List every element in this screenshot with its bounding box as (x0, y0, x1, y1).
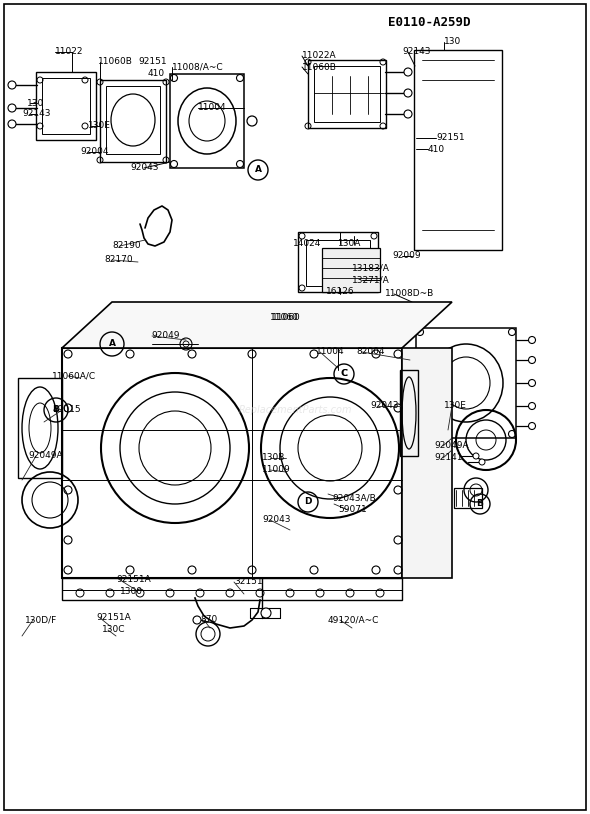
Bar (100, 80, 166, 162)
Text: 92151A: 92151A (96, 614, 131, 623)
Circle shape (479, 459, 485, 465)
Text: 14024: 14024 (293, 239, 322, 248)
Circle shape (404, 68, 412, 76)
Circle shape (8, 81, 16, 89)
Text: 32151: 32151 (234, 577, 263, 587)
Text: 13271/A: 13271/A (352, 275, 390, 285)
Text: E0110-A259D: E0110-A259D (388, 15, 470, 28)
Text: 130C: 130C (102, 625, 126, 634)
Text: 92151: 92151 (138, 58, 166, 67)
Text: 11009: 11009 (262, 466, 291, 475)
Text: ReplacementParts.com: ReplacementParts.com (238, 405, 352, 415)
Bar (36, 72, 96, 140)
Text: C: C (341, 369, 348, 378)
Text: 13183/A: 13183/A (352, 264, 390, 273)
Text: 92043: 92043 (370, 401, 398, 410)
Text: 11060B: 11060B (98, 58, 133, 67)
Text: 130E: 130E (88, 121, 111, 130)
Text: 49120/A~C: 49120/A~C (328, 615, 379, 624)
Bar (454, 488, 482, 508)
Text: 130E: 130E (444, 401, 467, 410)
Text: D: D (304, 497, 312, 506)
Text: 130: 130 (444, 37, 461, 46)
Bar (298, 232, 378, 292)
Text: 410: 410 (428, 145, 445, 154)
Circle shape (529, 422, 536, 430)
Text: 11060: 11060 (270, 313, 299, 322)
Text: 11060B: 11060B (302, 63, 337, 72)
Text: 92009: 92009 (392, 252, 421, 260)
Text: 11022A: 11022A (302, 51, 337, 60)
Text: 82170: 82170 (104, 256, 133, 265)
Text: A: A (254, 165, 261, 174)
Text: 59071: 59071 (338, 505, 367, 514)
Circle shape (404, 110, 412, 118)
Text: B: B (477, 500, 483, 509)
Bar (42, 78, 90, 134)
Text: 92049A: 92049A (434, 441, 468, 450)
Bar (18, 378, 62, 478)
Text: 92004: 92004 (80, 147, 109, 156)
Text: 92143: 92143 (402, 47, 431, 56)
Text: B: B (53, 405, 60, 414)
Bar (62, 578, 402, 600)
Text: 11060A/C: 11060A/C (52, 371, 96, 380)
Text: 92043: 92043 (262, 515, 290, 524)
Text: 11008/A~C: 11008/A~C (172, 63, 224, 72)
Bar (106, 86, 160, 154)
Text: 130B: 130B (262, 453, 286, 462)
Circle shape (8, 120, 16, 128)
Polygon shape (62, 302, 452, 348)
Text: 49015: 49015 (53, 405, 81, 414)
Text: 16126: 16126 (326, 287, 355, 296)
Text: 11022: 11022 (55, 47, 84, 56)
Text: A: A (109, 339, 116, 348)
Circle shape (529, 379, 536, 387)
Text: 82004: 82004 (356, 348, 385, 357)
Bar (62, 348, 402, 578)
Bar (306, 240, 370, 286)
Bar (414, 50, 502, 250)
Circle shape (529, 402, 536, 409)
Text: C: C (340, 370, 348, 379)
Text: 92043A/B: 92043A/B (332, 493, 376, 502)
Circle shape (404, 89, 412, 97)
Text: 410: 410 (148, 68, 165, 77)
Circle shape (473, 453, 479, 459)
Circle shape (529, 357, 536, 364)
Text: 11004: 11004 (198, 103, 227, 112)
Bar (400, 370, 418, 456)
Bar (314, 66, 380, 122)
Text: 130: 130 (27, 98, 44, 107)
Text: 11008D~B: 11008D~B (385, 290, 434, 299)
Circle shape (261, 608, 271, 618)
Bar (402, 348, 452, 578)
Text: 130A: 130A (338, 239, 361, 248)
Bar (170, 74, 244, 168)
Text: 1300: 1300 (120, 588, 143, 597)
Circle shape (8, 104, 16, 112)
Text: 11004: 11004 (316, 348, 345, 357)
Circle shape (193, 616, 201, 624)
Text: 11060: 11060 (272, 313, 301, 322)
Text: 92151A: 92151A (116, 575, 151, 584)
Text: 870: 870 (200, 615, 217, 624)
Text: 92143: 92143 (22, 110, 51, 119)
Circle shape (336, 306, 340, 310)
Text: 92151: 92151 (436, 133, 465, 142)
Bar (308, 60, 386, 128)
Bar (322, 248, 380, 292)
Circle shape (529, 336, 536, 344)
Text: 92043: 92043 (130, 164, 159, 173)
Text: 92049A: 92049A (28, 452, 63, 461)
Text: 92141: 92141 (434, 453, 463, 462)
Bar (416, 328, 516, 438)
Text: 82190: 82190 (112, 242, 140, 251)
Text: 130D/F: 130D/F (25, 615, 57, 624)
Text: 92049: 92049 (151, 331, 179, 340)
